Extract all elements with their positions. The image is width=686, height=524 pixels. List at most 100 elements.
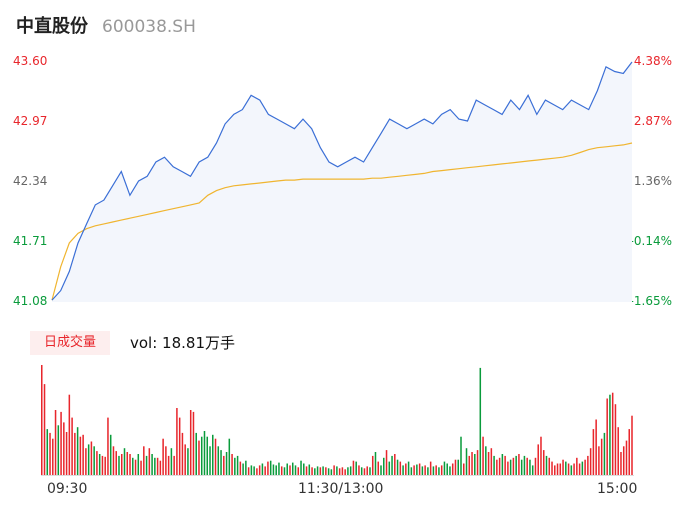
volume-bar bbox=[143, 446, 145, 475]
volume-bar bbox=[559, 463, 562, 475]
volume-bar bbox=[360, 467, 363, 475]
pct-tick-3: 1.36% bbox=[633, 174, 672, 188]
volume-bar bbox=[418, 463, 421, 475]
volume-bar bbox=[598, 446, 600, 475]
stock-header: 中直股份 600038.SH bbox=[16, 12, 196, 40]
time-label-open: 09:30 bbox=[47, 481, 88, 497]
volume-bar bbox=[170, 448, 173, 475]
volume-bar bbox=[176, 408, 178, 475]
volume-tab[interactable]: 日成交量 bbox=[30, 331, 110, 355]
volume-bar bbox=[327, 468, 330, 475]
volume-bar bbox=[512, 457, 515, 475]
volume-bar bbox=[371, 455, 374, 475]
volume-bar bbox=[275, 465, 277, 475]
volume-bar bbox=[126, 452, 129, 475]
volume-bar bbox=[465, 448, 468, 475]
volume-bar bbox=[385, 450, 388, 475]
volume-bar bbox=[297, 467, 300, 475]
volume-bar bbox=[151, 454, 153, 475]
volume-bar bbox=[325, 467, 327, 475]
volume-bar bbox=[581, 461, 584, 475]
volume-bar bbox=[154, 457, 156, 475]
volume-bar bbox=[377, 461, 380, 475]
volume-bar bbox=[234, 457, 236, 475]
volume-bar bbox=[451, 463, 454, 475]
volume-bar bbox=[245, 460, 247, 475]
pct-tick-1: 4.38% bbox=[633, 54, 672, 68]
volume-bar bbox=[41, 365, 43, 475]
volume-bar bbox=[195, 432, 197, 475]
volume-bar bbox=[214, 438, 217, 475]
volume-bar bbox=[515, 455, 517, 475]
volume-bar bbox=[261, 463, 264, 475]
price-tick-5: 41.08 bbox=[13, 294, 48, 308]
volume-bar bbox=[184, 444, 186, 475]
volume-bar bbox=[247, 467, 250, 475]
stock-code: 600038.SH bbox=[102, 17, 196, 37]
volume-bar bbox=[463, 463, 465, 475]
volume-bar bbox=[507, 461, 509, 475]
volume-bar bbox=[383, 457, 385, 475]
volume-bar bbox=[611, 392, 614, 475]
volume-bar bbox=[71, 417, 73, 475]
volume-bar bbox=[460, 436, 462, 475]
volume-bar bbox=[482, 436, 484, 475]
volume-bar bbox=[413, 465, 415, 475]
volume-bar bbox=[120, 454, 123, 475]
volume-bar bbox=[369, 467, 371, 475]
volume-bar bbox=[429, 461, 432, 475]
volume-bar bbox=[410, 467, 413, 475]
price-tick-1: 43.60 bbox=[13, 54, 48, 68]
volume-bar bbox=[545, 455, 548, 475]
volume-bar bbox=[109, 434, 112, 475]
volume-bar bbox=[308, 464, 311, 475]
volume-bar bbox=[487, 452, 490, 475]
stock-name: 中直股份 bbox=[16, 16, 88, 37]
volume-bar bbox=[388, 461, 391, 475]
time-label-close: 15:00 bbox=[597, 481, 638, 497]
volume-bar bbox=[592, 429, 595, 475]
price-tick-3: 42.34 bbox=[13, 174, 48, 188]
volume-bar bbox=[565, 461, 567, 475]
volume-bar bbox=[603, 432, 606, 475]
volume-bar bbox=[107, 417, 109, 475]
volume-bar bbox=[407, 461, 410, 475]
volume-bar bbox=[49, 432, 51, 475]
volume-bar bbox=[427, 467, 429, 475]
volume-bar bbox=[212, 434, 214, 475]
volume-bar bbox=[269, 460, 272, 475]
price-area bbox=[52, 62, 632, 302]
volume-bar bbox=[562, 459, 564, 475]
volume-bar bbox=[534, 457, 537, 475]
time-label-midday: 11:30/13:00 bbox=[298, 481, 384, 497]
volume-bar bbox=[115, 451, 117, 475]
volume-bar bbox=[490, 448, 493, 475]
price-tick-4: 41.71 bbox=[13, 234, 48, 248]
volume-bar bbox=[416, 464, 418, 475]
volume-bar bbox=[181, 432, 184, 475]
volume-bar bbox=[223, 455, 225, 475]
volume-bar bbox=[526, 457, 528, 475]
volume-bar bbox=[228, 438, 231, 475]
volume-bar bbox=[189, 410, 192, 475]
volume-bar bbox=[134, 459, 137, 475]
volume-bar bbox=[587, 455, 589, 475]
volume-bar bbox=[118, 455, 120, 475]
volume-bar bbox=[311, 467, 313, 475]
volume-bar bbox=[209, 446, 211, 475]
volume-bar bbox=[578, 463, 581, 475]
volume-bar bbox=[104, 456, 106, 475]
volume-bar bbox=[454, 459, 457, 475]
volume-bar bbox=[178, 417, 181, 475]
volume-bar bbox=[424, 465, 426, 475]
volume-bar bbox=[584, 459, 586, 475]
volume-bar bbox=[548, 457, 551, 475]
volume-bar bbox=[280, 466, 283, 475]
volume-bar bbox=[63, 422, 65, 475]
volume-bar bbox=[52, 438, 54, 475]
volume-bar bbox=[85, 448, 87, 475]
volume-bar bbox=[476, 450, 479, 475]
volume-bar bbox=[504, 455, 506, 475]
volume-bar bbox=[294, 465, 297, 475]
volume-bar bbox=[352, 460, 355, 475]
